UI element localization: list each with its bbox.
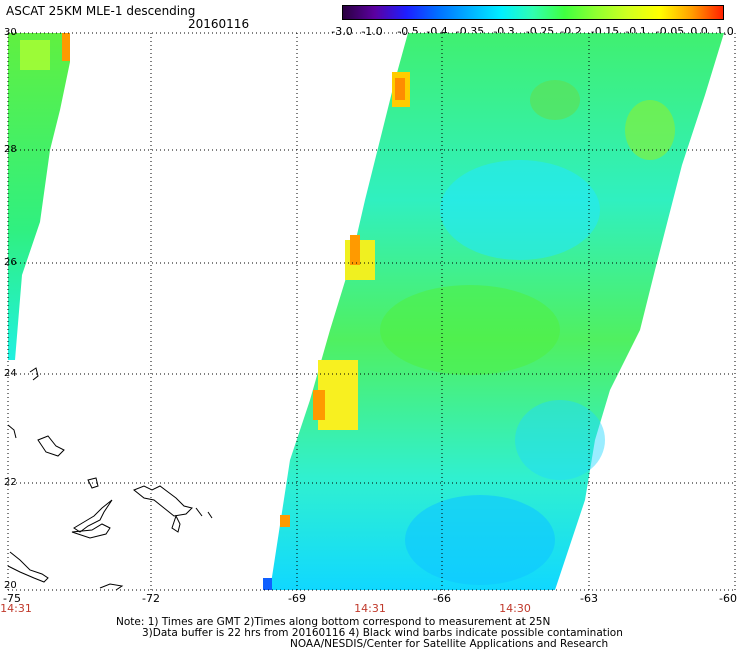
swath-cyan-patch	[405, 495, 555, 585]
note-line-3: NOAA/NESDIS/Center for Satellite Applica…	[290, 638, 609, 650]
swath-edge-high	[313, 390, 325, 420]
swath-cyan-patch	[440, 160, 600, 260]
lon-label: -63	[580, 592, 598, 605]
left-swath	[8, 33, 70, 360]
swath-cyan-patch	[515, 400, 605, 480]
left-swath-hotspot	[62, 33, 70, 61]
swath-edge-low	[263, 578, 272, 590]
time-label: 14:31	[0, 602, 32, 615]
swath-edge-high	[350, 235, 360, 265]
swath-green-patch	[625, 100, 675, 160]
colorbar-label: -1.0	[361, 25, 383, 38]
swath-edge-high	[395, 78, 405, 100]
lat-label: 26	[4, 257, 17, 268]
lon-label: -60	[719, 592, 737, 605]
lat-label: 28	[4, 144, 17, 155]
lat-label: 20	[4, 580, 17, 591]
time-label: 14:30	[499, 602, 531, 615]
note-line-1: Note: 1) Times are GMT 2)Times along bot…	[116, 616, 551, 628]
map-title: ASCAT 25KM MLE-1 descending	[6, 4, 196, 18]
colorbar-label: -3.0	[331, 25, 353, 38]
lon-label: -75	[3, 592, 21, 605]
map-date: 20160116	[188, 17, 250, 31]
lat-label: 30	[4, 27, 17, 38]
left-swath-patch	[20, 40, 50, 70]
lat-label: 22	[4, 477, 17, 488]
lon-label: -72	[142, 592, 160, 605]
time-label: 14:31	[354, 602, 386, 615]
lon-label: -69	[288, 592, 306, 605]
lat-label: 24	[4, 368, 17, 379]
lon-label: -66	[433, 592, 451, 605]
swath-green-patch	[530, 80, 580, 120]
swath-edge-high	[280, 515, 290, 527]
note-line-2: 3)Data buffer is 22 hrs from 20160116 4)…	[142, 627, 623, 639]
graticule	[7, 32, 736, 591]
colorbar	[342, 5, 724, 20]
coastlines	[7, 367, 213, 591]
swath-green-patch	[380, 285, 560, 375]
